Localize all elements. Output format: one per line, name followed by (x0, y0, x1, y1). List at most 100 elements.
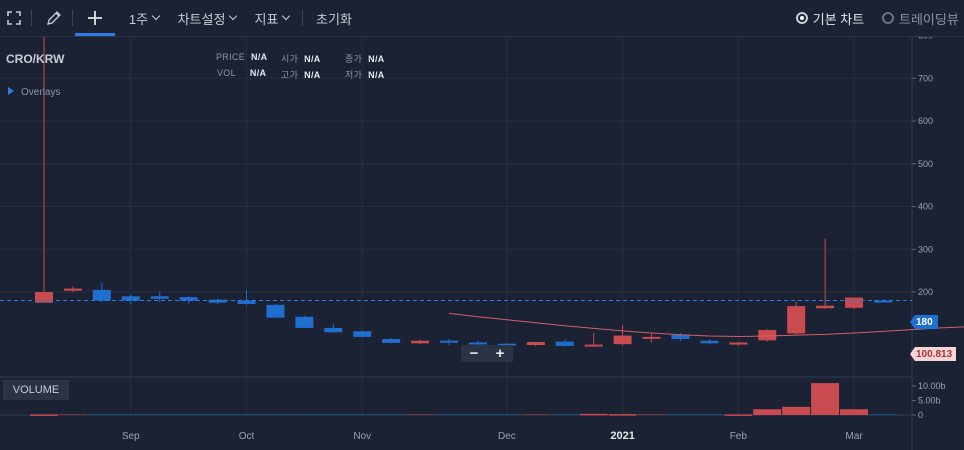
candle-body (266, 304, 285, 318)
fullscreen-icon (7, 11, 21, 25)
draw-button[interactable] (40, 0, 68, 36)
candle-body (787, 306, 806, 334)
volume-bar (753, 409, 782, 415)
info-high-value: N/A (304, 70, 321, 80)
candle-body (150, 296, 169, 299)
info-open-label: 시가 (281, 54, 299, 64)
price-axis-label: 400 (918, 202, 933, 212)
candle (324, 324, 343, 334)
volume-bar (290, 414, 319, 415)
price-chart[interactable]: 800 700 600 500 400 300 200 10.00b 5.00b 0 Sep Oct N… (0, 37, 964, 450)
info-vol: VOL N/A (217, 68, 266, 78)
info-open-value: N/A (304, 54, 321, 64)
time-axis-label: Dec (498, 431, 516, 442)
chart-settings-dropdown[interactable]: 차트설정 (172, 0, 242, 36)
candle (584, 333, 603, 347)
candle (468, 340, 487, 346)
time-axis-label: Feb (730, 431, 748, 442)
fullscreen-button[interactable] (0, 0, 28, 36)
price-axis-label: 600 (918, 116, 933, 126)
volume-bar (232, 414, 261, 415)
symbol-label: CRO/KRW (6, 52, 65, 66)
time-axis-label: Nov (353, 431, 371, 442)
candle (729, 342, 748, 346)
candle (92, 282, 111, 303)
view-tradingview-radio[interactable]: 트레이딩뷰 (882, 0, 964, 36)
chevron-down-icon (229, 11, 238, 21)
info-low-label: 저가 (345, 70, 363, 80)
candle (845, 297, 864, 310)
candle-body (497, 343, 516, 346)
plus-icon (88, 11, 102, 25)
interval-label: 1주 (128, 11, 149, 27)
info-vol-label: VOL (217, 68, 236, 78)
candle-body (642, 336, 661, 339)
time-axis-label: 2021 (610, 430, 634, 442)
info-close-label: 종가 (345, 54, 363, 64)
zoom-in-button[interactable]: + (495, 345, 505, 362)
volume-bar (579, 413, 608, 416)
volume-bar (435, 414, 464, 415)
volume-bar (811, 383, 840, 415)
candle (266, 303, 285, 318)
volume-bar (174, 414, 203, 415)
volume-bar (782, 406, 811, 415)
info-close: 종가 N/A (345, 52, 385, 65)
candle (121, 294, 140, 305)
candle-body (208, 299, 227, 303)
candle (700, 339, 719, 345)
active-tool-indicator (75, 33, 115, 36)
candle-body (440, 340, 459, 343)
candle-body (873, 300, 892, 303)
info-close-value: N/A (368, 54, 385, 64)
volume-bar (145, 414, 174, 415)
last-price-tag: 180 (910, 315, 938, 329)
volume-bar (695, 414, 724, 415)
candle (295, 315, 314, 329)
volume-bar (30, 414, 58, 416)
volume-bar (87, 414, 116, 415)
view-basic-radio[interactable]: 기본 차트 (790, 0, 870, 36)
info-high-label: 고가 (281, 70, 299, 80)
indicators-label: 지표 (254, 11, 279, 27)
overlays-toggle[interactable]: Overlays (8, 87, 60, 98)
volume-bar (406, 414, 435, 415)
candle-body (816, 305, 835, 309)
candle-body (121, 296, 140, 301)
crosshair-button[interactable] (78, 0, 112, 36)
interval-dropdown[interactable]: 1주 (124, 0, 164, 36)
volume-axis-label: 5.00b (918, 396, 941, 406)
candle-body (671, 334, 690, 340)
candle-body (758, 330, 777, 341)
info-price-label: PRICE (216, 52, 246, 62)
volume-bar (492, 414, 521, 415)
candle-body (92, 289, 111, 301)
candle (555, 339, 574, 347)
volume-bar (637, 414, 666, 415)
radio-selected-icon (795, 12, 808, 24)
price-axis-label: 700 (918, 73, 933, 83)
info-price: PRICE N/A (216, 52, 267, 62)
overlays-label: Overlays (21, 87, 61, 98)
price-axis-label: 200 (918, 287, 933, 297)
price-axis-label: 500 (918, 159, 933, 169)
volume-bar (203, 414, 232, 415)
volume-bar (58, 414, 87, 415)
zoom-out-button[interactable]: − (469, 345, 479, 362)
candle (150, 291, 169, 303)
moving-average-line (448, 312, 964, 337)
chart-toolbar: 1주 차트설정 지표 초기화 기본 차트 트레이딩뷰 (0, 0, 964, 37)
time-axis-label: Sep (122, 431, 140, 442)
indicators-dropdown[interactable]: 지표 (250, 0, 294, 36)
volume-bar (348, 414, 377, 415)
reset-label: 초기화 (316, 11, 352, 27)
volume-bar (116, 414, 145, 415)
volume-bar (463, 414, 492, 415)
reset-button[interactable]: 초기화 (310, 0, 358, 36)
candle (758, 329, 777, 342)
view-basic-label: 기본 차트 (812, 11, 865, 27)
time-axis-label: Oct (239, 431, 255, 442)
volume-bar (261, 414, 290, 415)
pencil-icon (47, 11, 61, 25)
volume-axis-label: 10.00b (918, 381, 946, 391)
